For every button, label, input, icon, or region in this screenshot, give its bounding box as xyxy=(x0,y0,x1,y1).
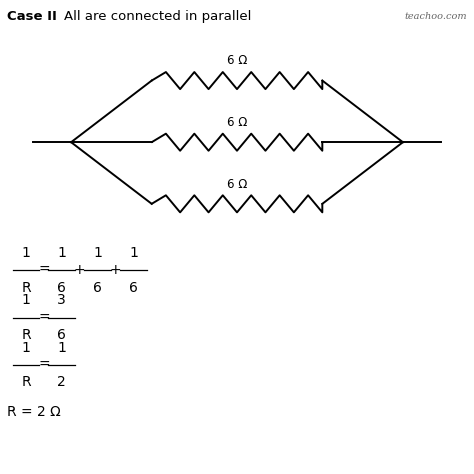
Text: 6 Ω: 6 Ω xyxy=(227,178,247,191)
Text: 6: 6 xyxy=(57,281,66,295)
Text: 3: 3 xyxy=(57,293,66,307)
Text: 1: 1 xyxy=(129,246,138,260)
Text: teachoo.com: teachoo.com xyxy=(404,12,467,21)
Text: 6: 6 xyxy=(129,281,138,295)
Text: 1: 1 xyxy=(57,340,66,355)
Text: =: = xyxy=(38,310,50,325)
Text: 6: 6 xyxy=(93,281,102,295)
Text: 2: 2 xyxy=(57,375,66,390)
Text: 6 Ω: 6 Ω xyxy=(227,55,247,67)
Text: 6: 6 xyxy=(57,328,66,342)
Text: 1: 1 xyxy=(22,246,30,260)
Text: Case II: Case II xyxy=(7,10,57,23)
Text: R = 2 Ω: R = 2 Ω xyxy=(7,405,61,419)
Text: R: R xyxy=(21,328,31,342)
Text: R: R xyxy=(21,375,31,390)
Text: +: + xyxy=(74,263,85,277)
Text: 1: 1 xyxy=(93,246,102,260)
Text: 1: 1 xyxy=(22,340,30,355)
Text: =: = xyxy=(38,263,50,277)
Text: =: = xyxy=(38,358,50,372)
Text: 1: 1 xyxy=(22,293,30,307)
Text: 1: 1 xyxy=(57,246,66,260)
Text: R: R xyxy=(21,281,31,295)
Text: +: + xyxy=(110,263,121,277)
Text: All are connected in parallel: All are connected in parallel xyxy=(64,10,251,23)
Text: 6 Ω: 6 Ω xyxy=(227,116,247,129)
